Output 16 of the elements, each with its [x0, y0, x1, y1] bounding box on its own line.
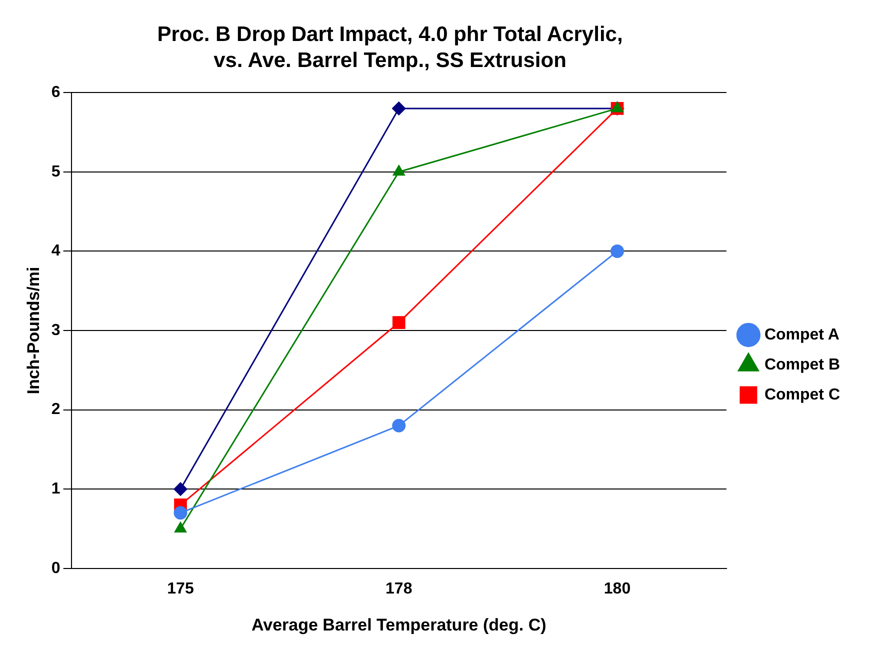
x-axis-title: Average Barrel Temperature (deg. C): [251, 615, 546, 634]
y-tick-label: 0: [51, 560, 60, 577]
legend-label: Compet A: [764, 326, 840, 344]
y-tick-label: 6: [51, 84, 60, 102]
y-tick-label: 2: [51, 401, 60, 418]
legend-label: Compet B: [764, 356, 840, 374]
x-tick-label: 180: [604, 580, 631, 598]
legend-label: Compet C: [764, 386, 840, 404]
y-tick-label: 5: [51, 163, 60, 180]
x-tick-label: 178: [386, 580, 412, 598]
y-tick-label: 4: [51, 242, 60, 260]
y-axis-title: Inch-Pounds/mi: [24, 266, 43, 394]
x-tick-label: 175: [167, 580, 194, 598]
y-tick-label: 1: [51, 480, 60, 498]
chart-title: Proc. B Drop Dart Impact, 4.0 phr Total Acrylic, vs. Ave. Barrel Temp., SS Extrusion: [156, 22, 624, 74]
y-tick-label: 3: [51, 322, 60, 339]
